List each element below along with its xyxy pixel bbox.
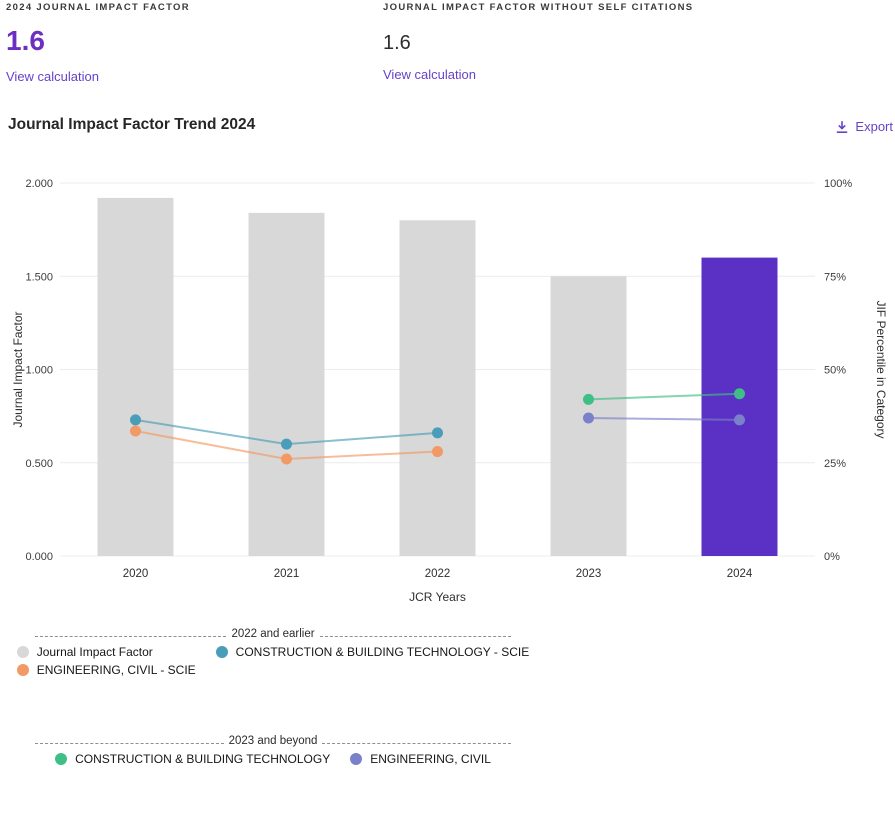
view-calculation-link[interactable]: View calculation	[383, 67, 476, 82]
bar-2022[interactable]	[399, 220, 476, 557]
section-title: Journal Impact Factor Trend 2024	[8, 116, 256, 133]
jif-stat: 2024 JOURNAL IMPACT FACTOR 1.6 View calc…	[6, 2, 190, 86]
left-axis-tick: 2.000	[25, 178, 53, 190]
line-construction-building-technology	[588, 392, 740, 401]
legend-group-2: 2023 and beyond CONSTRUCTION & BUILDING T…	[35, 735, 512, 766]
line-engineering-civil	[588, 416, 740, 421]
point-construction-building-technology-2023[interactable]	[583, 393, 594, 405]
point-engineering-civil-scie-2020[interactable]	[130, 425, 141, 437]
legend-item-construction-building-technology-scie[interactable]: CONSTRUCTION & BUILDING TECHNOLOGY - SCI…	[215, 645, 530, 659]
point-engineering-civil-2024[interactable]	[734, 414, 745, 426]
legend-item-label: CONSTRUCTION & BUILDING TECHNOLOGY - SCI…	[235, 645, 530, 659]
right-axis-tick: 75%	[824, 271, 846, 283]
jif-stat-label: 2024 JOURNAL IMPACT FACTOR	[6, 2, 190, 13]
left-axis-tick: 1.000	[25, 365, 53, 377]
legend-item-construction-building-technology[interactable]: CONSTRUCTION & BUILDING TECHNOLOGY	[55, 752, 330, 766]
legend-dashes	[35, 742, 224, 744]
download-icon	[837, 120, 848, 133]
x-tick-2023: 2023	[576, 568, 602, 580]
point-engineering-civil-2023[interactable]	[583, 412, 594, 424]
jif-without-self-citations-stat: JOURNAL IMPACT FACTOR WITHOUT SELF CITAT…	[383, 2, 693, 84]
chart-legends: 2022 and earlier Journal Impact Factor CON…	[16, 628, 529, 824]
point-engineering-civil-scie-2021[interactable]	[281, 453, 292, 465]
jif-trend-chart: 0.000 0.500 1.000 1.500 2.000 0% 25% 50% 75% 100%…	[11, 178, 888, 604]
legend-dashes	[319, 635, 511, 637]
legend-title: 2023 and beyond	[228, 735, 318, 747]
point-construction-building-technology-scie-2020[interactable]	[130, 414, 141, 426]
point-construction-building-technology-2024[interactable]	[734, 388, 745, 400]
legend-swatch-icon	[350, 753, 363, 765]
legend-item-label: Journal Impact Factor	[36, 645, 153, 659]
legend-title: 2022 and earlier	[231, 628, 315, 640]
export-button[interactable]: Export	[835, 119, 893, 134]
left-axis-tick: 0.000	[25, 551, 53, 563]
legend-swatch-icon	[16, 646, 29, 658]
right-axis-tick: 100%	[824, 178, 852, 190]
x-tick-2022: 2022	[425, 568, 451, 580]
x-tick-2020: 2020	[123, 568, 149, 580]
right-axis-tick: 25%	[824, 458, 846, 470]
legend-item-engineering-civil[interactable]: ENGINEERING, CIVIL	[350, 752, 491, 766]
legend-dashes	[322, 742, 512, 744]
x-axis-title: JCR Years	[409, 590, 466, 604]
bar-2020[interactable]	[97, 197, 174, 557]
right-axis-tick: 50%	[824, 365, 846, 377]
legend-item-journal-impact-factor[interactable]: Journal Impact Factor	[16, 645, 196, 659]
legend-swatch-icon	[55, 753, 68, 765]
legend-swatch-icon	[215, 646, 228, 658]
legend-dashes	[35, 635, 227, 637]
view-calculation-link[interactable]: View calculation	[6, 69, 99, 84]
bar-2024[interactable]	[701, 257, 778, 556]
bar-2021[interactable]	[248, 212, 325, 556]
legend-item-engineering-civil-scie[interactable]: ENGINEERING, CIVIL - SCIE	[16, 663, 196, 677]
x-tick-2024: 2024	[727, 568, 753, 580]
point-construction-building-technology-scie-2022[interactable]	[432, 427, 443, 439]
legend-item-label: ENGINEERING, CIVIL	[370, 752, 491, 766]
right-axis-tick: 0%	[824, 551, 840, 563]
jif-wsc-stat-value: 1.6	[383, 32, 411, 54]
export-label: Export	[855, 119, 893, 134]
legend-item-label: CONSTRUCTION & BUILDING TECHNOLOGY	[75, 752, 331, 766]
x-tick-2021: 2021	[274, 568, 300, 580]
right-axis-title: JIF Percentile in Category	[874, 300, 888, 438]
left-axis-tick: 0.500	[25, 458, 53, 470]
jif-stat-value: 1.6	[6, 25, 45, 56]
left-axis-title: Journal Impact Factor	[11, 311, 25, 427]
jif-wsc-stat-label: JOURNAL IMPACT FACTOR WITHOUT SELF CITAT…	[383, 2, 694, 13]
point-engineering-civil-scie-2022[interactable]	[432, 446, 443, 458]
legend-item-label: ENGINEERING, CIVIL - SCIE	[36, 663, 196, 677]
left-axis-tick: 1.500	[25, 271, 53, 283]
point-construction-building-technology-scie-2021[interactable]	[281, 438, 292, 450]
legend-swatch-icon	[16, 664, 29, 676]
legend-group-1: 2022 and earlier Journal Impact Factor CON…	[16, 628, 529, 677]
